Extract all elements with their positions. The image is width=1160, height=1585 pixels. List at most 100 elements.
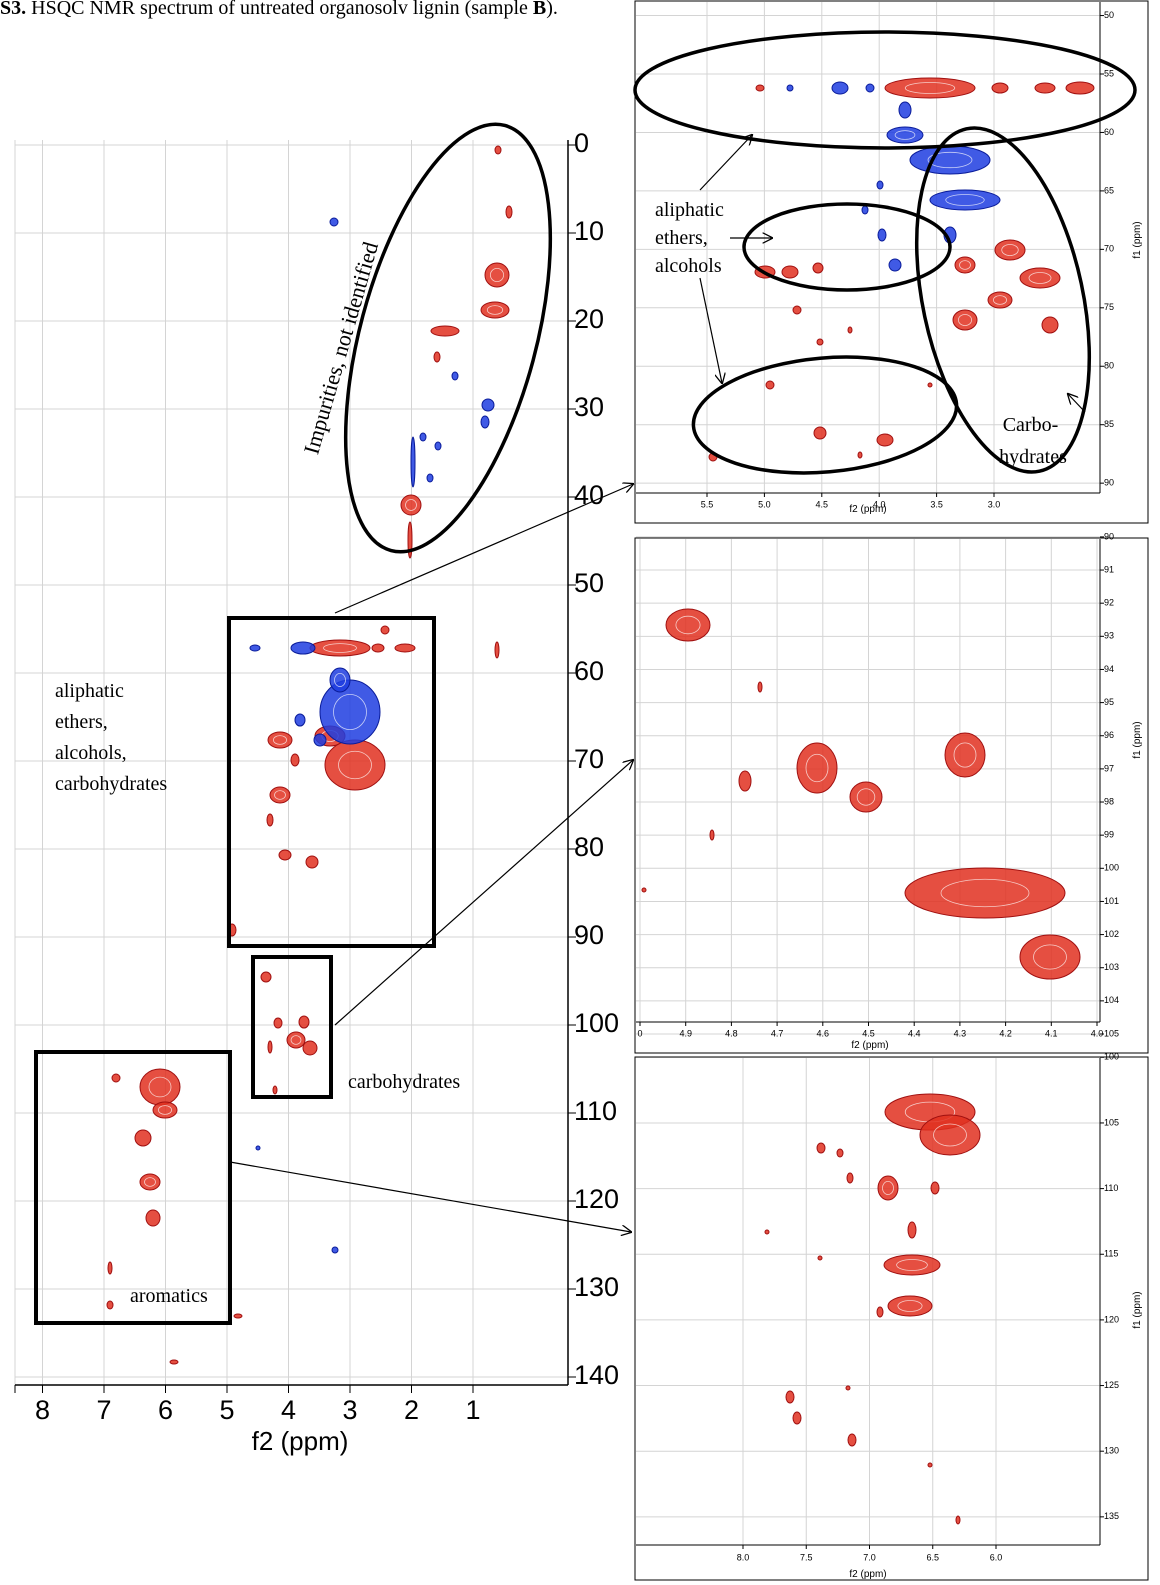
- y-tick-label: 20: [574, 304, 604, 334]
- y-tick-label: 50: [574, 568, 604, 598]
- cross-peak: [145, 1209, 161, 1227]
- pointer-arrow: [699, 135, 752, 191]
- inset-frame: [634, 1056, 1149, 1581]
- cross-peak-contour: [334, 673, 346, 688]
- cross-peak: [505, 205, 513, 219]
- cross-peak: [494, 145, 502, 155]
- cross-peak: [883, 1254, 941, 1276]
- cross-peak-contour: [486, 305, 504, 315]
- cross-peak-contour: [1001, 244, 1019, 256]
- y-tick-label: 104: [1104, 995, 1119, 1005]
- cross-peak: [865, 83, 875, 93]
- cross-peak: [886, 126, 924, 144]
- x-tick-label: 7.0: [863, 1552, 876, 1562]
- cross-peak: [847, 1433, 857, 1447]
- cross-peak-contour: [896, 1259, 928, 1271]
- cross-peak: [278, 849, 292, 861]
- x-tick-label: 4.6: [817, 1028, 830, 1038]
- cross-peak: [106, 1300, 114, 1310]
- y-tick-label: 91: [1104, 564, 1114, 574]
- cross-peak-contour: [897, 1300, 923, 1312]
- cross-peak: [909, 145, 991, 175]
- cross-peak: [267, 731, 293, 749]
- annotation: carbohydrates: [348, 1071, 460, 1093]
- cross-peak: [888, 258, 902, 272]
- cross-peak: [394, 643, 416, 653]
- cross-peak-contour: [945, 194, 985, 206]
- cross-peak-contour: [338, 750, 372, 780]
- y-tick-label: 50: [1104, 10, 1114, 20]
- region-ellipse: [914, 126, 1092, 474]
- y-tick-label: 140: [574, 1360, 619, 1390]
- y-tick-label: 60: [1104, 127, 1114, 137]
- y-tick-label: 0: [574, 128, 589, 158]
- cross-peak: [481, 398, 495, 412]
- cross-peak: [433, 351, 441, 363]
- cross-peak: [876, 433, 894, 447]
- cross-peak: [781, 265, 799, 279]
- y-axis-label: f1 (ppm): [1132, 721, 1143, 758]
- y-axis-label: f1 (ppm): [1132, 1291, 1143, 1328]
- cross-peak-contour: [290, 1035, 302, 1045]
- annotation-line: Carbo-: [1003, 414, 1059, 436]
- annotation-line: ethers,: [55, 711, 108, 733]
- y-tick-label: 80: [574, 832, 604, 862]
- x-tick-label: 5: [219, 1395, 234, 1425]
- y-tick-label: 101: [1104, 896, 1119, 906]
- x-tick-label: 4: [281, 1395, 296, 1425]
- cross-peak: [898, 101, 912, 119]
- cross-peak-contour: [927, 151, 973, 169]
- x-axis-label: f2 (ppm): [252, 1426, 349, 1456]
- cross-peak-contour: [856, 788, 876, 806]
- cross-peak: [757, 681, 763, 693]
- x-tick-label: 8.0: [737, 1552, 750, 1562]
- cross-peak: [876, 180, 884, 190]
- cross-peak: [273, 1017, 283, 1029]
- cross-peak: [302, 1040, 318, 1056]
- caption-label: S3.: [0, 0, 26, 19]
- cross-peak: [765, 380, 775, 390]
- y-tick-label: 70: [1104, 244, 1114, 254]
- y-tick-label: 90: [1104, 478, 1114, 488]
- x-tick-label: 3.0: [988, 499, 1001, 509]
- y-tick-label: 85: [1104, 419, 1114, 429]
- cross-peak: [877, 1175, 899, 1201]
- cross-peak: [111, 1073, 121, 1083]
- y-tick-label: 100: [1104, 863, 1119, 873]
- y-tick-label: 120: [574, 1184, 619, 1214]
- cross-peak: [329, 667, 351, 693]
- cross-peak-contour: [272, 735, 287, 745]
- y-tick-label: 97: [1104, 763, 1114, 773]
- x-tick-label: 3.5: [930, 499, 943, 509]
- y-tick-label: 96: [1104, 730, 1114, 740]
- cross-peak: [847, 326, 853, 334]
- cross-peak: [294, 713, 306, 727]
- cross-peak-contour: [274, 790, 286, 800]
- cross-peak-contour: [882, 1181, 894, 1196]
- x-tick-label: 8: [35, 1395, 50, 1425]
- x-tick-label: 3: [342, 1395, 357, 1425]
- x-tick-label: 4.0: [873, 499, 886, 509]
- cross-peak-contour: [933, 1123, 967, 1147]
- cross-peak: [260, 971, 272, 983]
- cross-peak: [641, 887, 647, 893]
- cross-peak: [709, 829, 715, 841]
- x-axis-label: f2 (ppm): [849, 1569, 886, 1580]
- cross-peak: [371, 643, 385, 653]
- y-tick-label: 135: [1104, 1511, 1119, 1521]
- y-tick-label: 105: [1104, 1117, 1119, 1127]
- y-tick-label: 55: [1104, 68, 1114, 78]
- cross-peak: [930, 1181, 940, 1195]
- cross-peak: [877, 228, 887, 242]
- cross-peak: [796, 742, 838, 794]
- cross-peak-contour: [959, 260, 971, 270]
- annotation-line: alcohols: [655, 255, 722, 277]
- x-tick-label: 4.0: [1091, 1028, 1104, 1038]
- cross-peak: [298, 1015, 310, 1029]
- x-tick-label: 4.3: [954, 1028, 967, 1038]
- x-tick-label: 6.5: [926, 1552, 939, 1562]
- cross-peak-contour: [323, 643, 357, 653]
- x-tick-label: 7: [96, 1395, 111, 1425]
- caption-text: HSQC NMR spectrum of untreated organosol…: [26, 0, 533, 19]
